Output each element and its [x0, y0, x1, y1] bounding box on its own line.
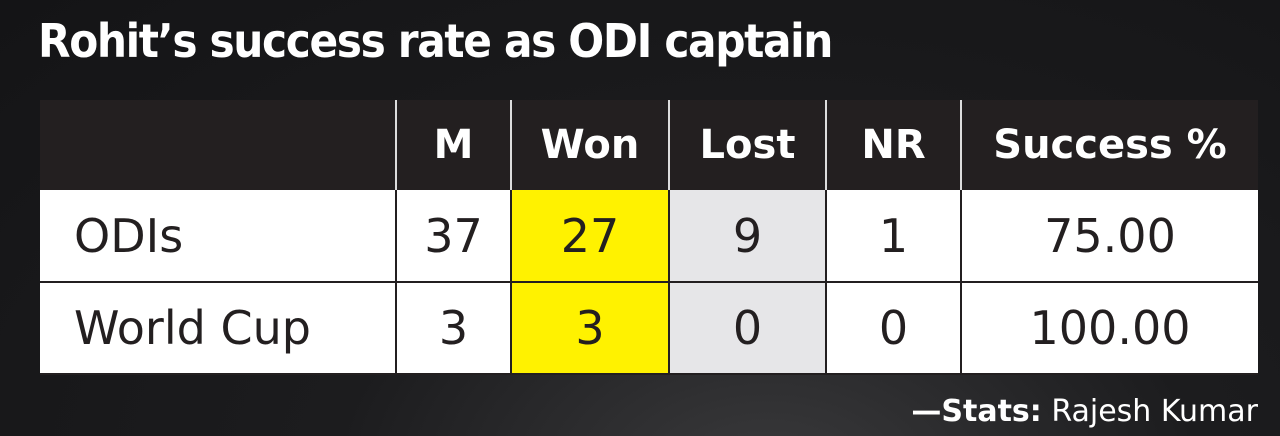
column-header: Lost — [668, 100, 825, 190]
credit-name: Rajesh Kumar — [1051, 394, 1258, 429]
table-cell: 27 — [510, 190, 668, 283]
title: Rohit’s success rate as ODI captain — [38, 14, 833, 68]
table-cell: 37 — [395, 190, 510, 283]
table-cell: 9 — [668, 190, 825, 283]
table-cell: 3 — [510, 283, 668, 375]
table-cell: 75.00 — [960, 190, 1258, 283]
table-cell: 3 — [395, 283, 510, 375]
column-header: NR — [825, 100, 960, 190]
table-cell: 0 — [668, 283, 825, 375]
column-header: Won — [510, 100, 668, 190]
stats-table: M Won Lost NR Success % ODIs 37 27 9 1 75.00 World … — [40, 100, 1258, 375]
row-label: ODIs — [40, 190, 395, 283]
column-header: M — [395, 100, 510, 190]
column-header: Success % — [960, 100, 1258, 190]
table-cell: 0 — [825, 283, 960, 375]
row-label: World Cup — [40, 283, 395, 375]
table-cell: 100.00 — [960, 283, 1258, 375]
table-cell: 1 — [825, 190, 960, 283]
credit-label: —Stats: — [911, 394, 1042, 429]
header-corner — [40, 100, 395, 190]
credit: —Stats: Rajesh Kumar — [911, 394, 1258, 429]
